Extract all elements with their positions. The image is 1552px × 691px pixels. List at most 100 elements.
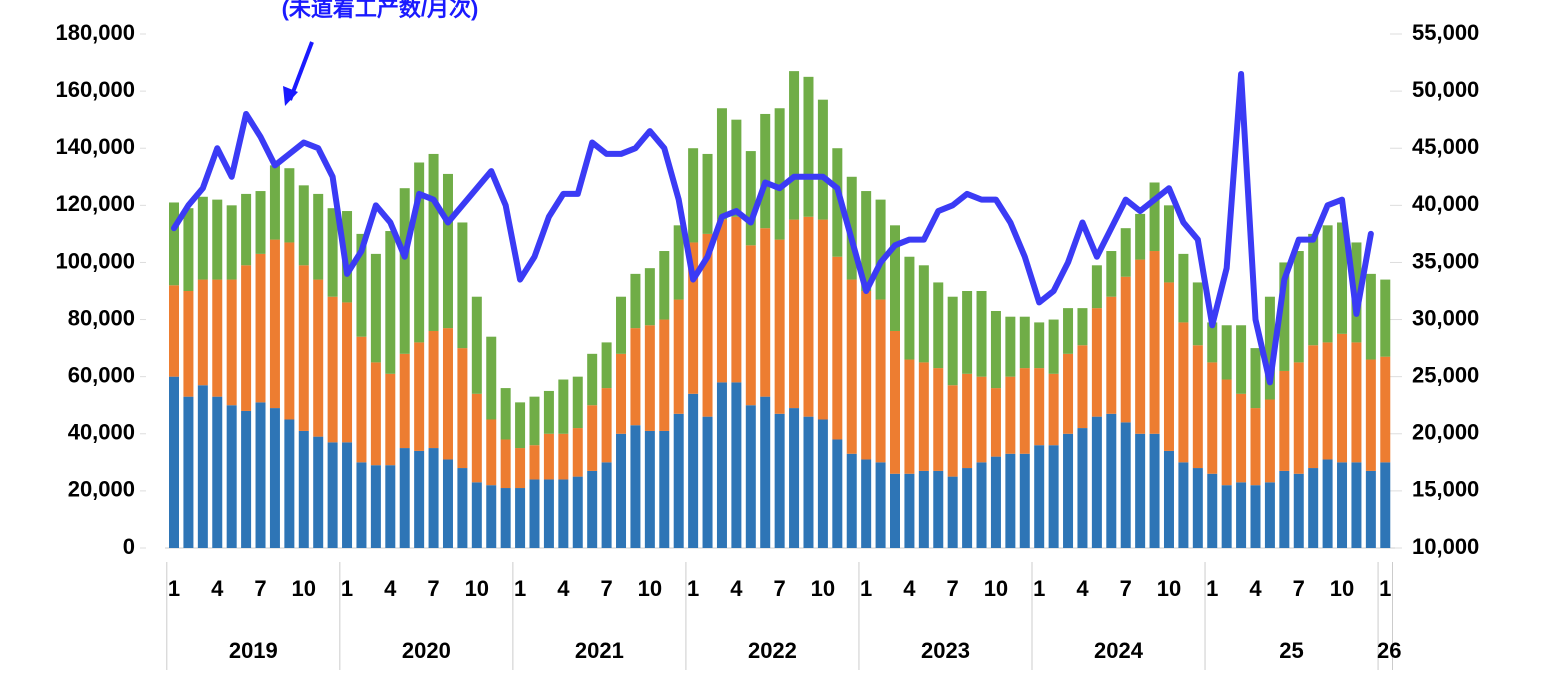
x-tick-label: 1 [514, 576, 526, 601]
x-tick-label: 7 [254, 576, 266, 601]
bar-segment [226, 205, 237, 280]
bar-segment [1178, 253, 1189, 323]
x-tick-label: 1 [1033, 576, 1045, 601]
bar-segment [212, 396, 223, 548]
bar-segment [385, 231, 396, 374]
bar-segment [890, 225, 900, 331]
y-tick-label: 40,000 [68, 420, 135, 445]
bar-segment [1149, 251, 1160, 434]
bar-segment [702, 153, 713, 234]
bar-segment [1207, 322, 1218, 363]
bar-segment [356, 336, 367, 463]
bar-segment [1163, 282, 1174, 451]
x-tick-label: 7 [1293, 576, 1305, 601]
bar-segment [630, 273, 641, 329]
bar-segment [817, 99, 828, 220]
bar-segment [947, 385, 958, 477]
bar-segment [904, 256, 915, 360]
bar-segment [197, 279, 208, 386]
bar-segment [356, 462, 367, 548]
bar-segment [1365, 273, 1376, 360]
bar-segment [1034, 322, 1045, 369]
x-tick-label: 7 [1120, 576, 1132, 601]
bar-segment [947, 296, 958, 386]
bar-segment [1308, 468, 1319, 548]
bar-segment [890, 330, 900, 474]
bar-segment [1091, 265, 1102, 309]
bar-segment [1221, 485, 1232, 548]
bar-segment [587, 470, 598, 548]
bar-segment [731, 216, 742, 383]
bar-segment [543, 433, 554, 480]
bar-segment [789, 219, 800, 409]
bar-segment [803, 76, 814, 217]
bar-segment [558, 433, 569, 480]
bar-segment [918, 362, 929, 471]
bar-segment [1264, 296, 1275, 400]
bar-segment [1163, 450, 1174, 548]
bar-segment [846, 176, 857, 280]
bar-segment [356, 233, 367, 337]
bar-segment [616, 433, 627, 548]
x-tick-label: 7 [774, 576, 786, 601]
bar-segment [255, 253, 266, 403]
bar-segment [745, 151, 756, 246]
bar-segment [587, 405, 598, 471]
bar-segment [1149, 182, 1160, 252]
y-tick-label: 120,000 [55, 191, 135, 216]
x-tick-label: 1 [860, 576, 872, 601]
bar-segment [702, 416, 713, 548]
y-tick-label: 60,000 [68, 362, 135, 387]
bar-segment [644, 268, 655, 326]
bar-segment [1279, 262, 1290, 371]
bar-segment [1019, 316, 1030, 369]
bar-segment [183, 208, 194, 291]
bar-segment [284, 419, 295, 548]
line-series [171, 70, 1374, 386]
x-tick-label: 1 [341, 576, 353, 601]
x-tick-label: 7 [600, 576, 612, 601]
bar-segment [774, 239, 785, 414]
year-label: 2024 [1094, 638, 1144, 663]
bar-segment [962, 291, 973, 374]
bar-segment [442, 328, 453, 460]
bar-segment [515, 448, 526, 489]
bar-segment [1106, 296, 1117, 414]
bar-segment [1034, 445, 1045, 548]
x-tick-label: 7 [427, 576, 439, 601]
bar-segment [370, 362, 381, 466]
y2-tick-label: 55,000 [1412, 20, 1479, 45]
x-tick-label: 1 [1379, 576, 1391, 601]
bar-segment [1337, 333, 1348, 463]
bar-segment [572, 476, 583, 548]
y-tick-label: 140,000 [55, 134, 135, 159]
bar-segment [1106, 251, 1117, 297]
bar-segment [1236, 393, 1247, 483]
bar-segment [385, 465, 396, 548]
bar-segment [1077, 345, 1088, 429]
bar-segment [457, 222, 468, 349]
bar-segment [644, 325, 655, 431]
bar-segment [1322, 342, 1333, 460]
bar-segment [745, 245, 756, 406]
x-tick-label: 10 [1157, 576, 1181, 601]
x-tick-label: 7 [947, 576, 959, 601]
bar-segment [918, 265, 929, 363]
bar-segment [1063, 353, 1074, 434]
bar-segment [1236, 482, 1247, 548]
bar-segment [471, 296, 482, 394]
bar-segment [789, 71, 800, 220]
bar-segment [716, 382, 727, 548]
bar-segment [284, 168, 295, 243]
bar-segment [832, 148, 843, 257]
bar-segment [1351, 462, 1362, 548]
bar-segment [933, 282, 944, 369]
bar-segment [342, 442, 353, 548]
bar-segment [313, 436, 324, 548]
bar-segment [457, 348, 468, 469]
bar-segment [486, 485, 497, 548]
x-tick-label: 4 [730, 576, 743, 601]
bar-segment [1178, 322, 1189, 463]
bar-segment [890, 473, 900, 548]
x-tick-label: 4 [557, 576, 570, 601]
